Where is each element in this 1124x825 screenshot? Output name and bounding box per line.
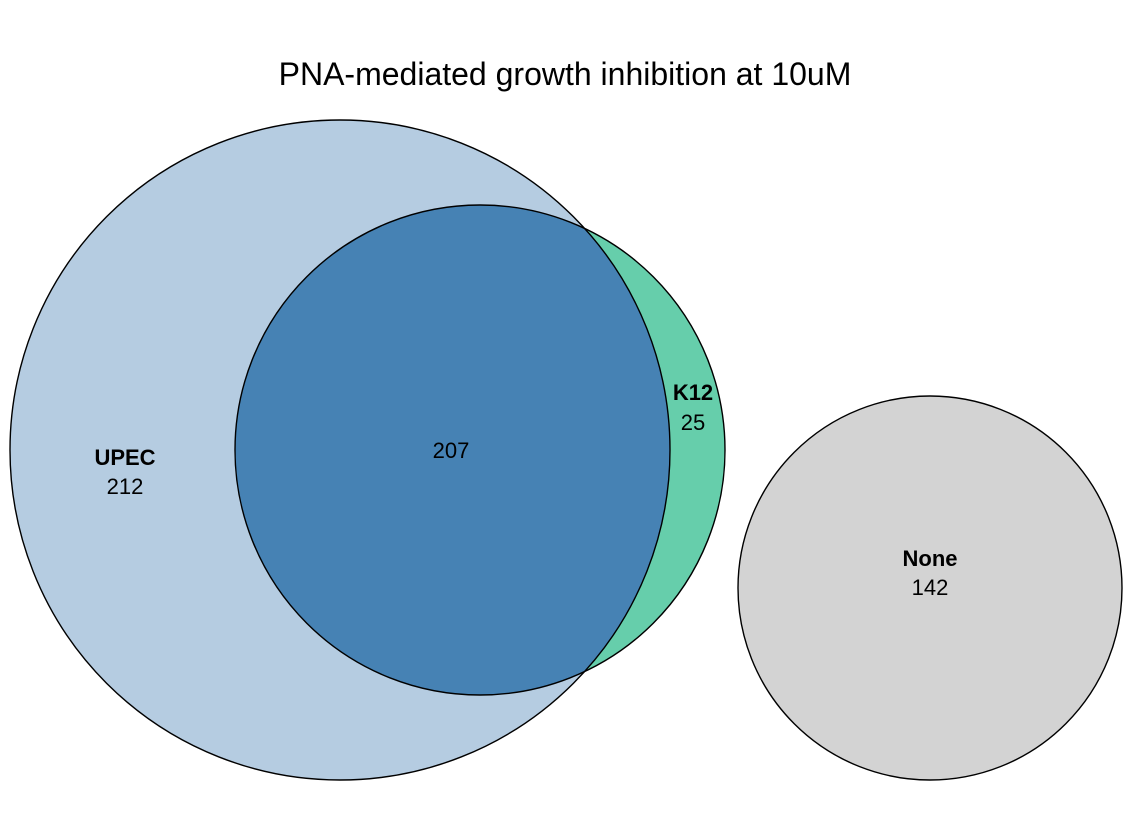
none-outline [737,395,1123,781]
k12-only-count: 25 [681,410,705,435]
k12-label: K12 [673,380,713,405]
upec-only-count: 212 [107,474,144,499]
upec-k12-overlap [235,205,670,695]
diagram-title: PNA-mediated growth inhibition at 10uM [279,56,852,92]
none-label: None [903,546,958,571]
upec-label: UPEC [94,445,155,470]
upec-outline [9,119,671,781]
upec-k12-overlap-count: 207 [433,438,470,463]
none-circle [738,396,1122,780]
none-count: 142 [912,575,949,600]
k12-outline [234,204,726,696]
